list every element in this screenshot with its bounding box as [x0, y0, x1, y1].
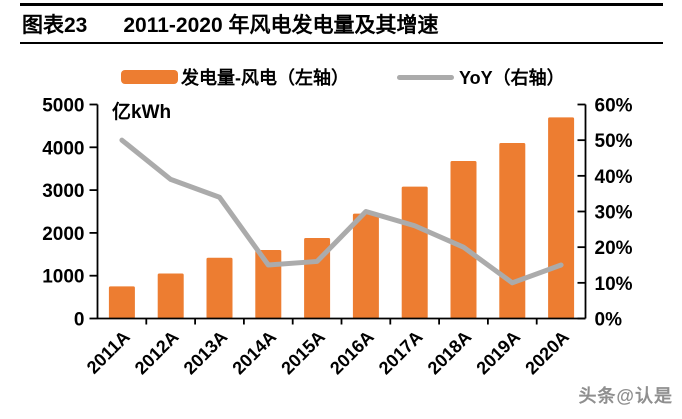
right-axis-tick-label: 20% — [595, 238, 633, 259]
x-axis-category-label: 2020A — [521, 327, 573, 379]
legend-bar-swatch — [121, 70, 178, 84]
title-rule-bottom — [20, 42, 663, 44]
legend-label-generation: 发电量-风电（左轴） — [181, 68, 349, 88]
bar-2013A — [206, 257, 233, 319]
left-axis-tick-label: 3000 — [42, 181, 84, 202]
bar-2016A — [352, 213, 379, 319]
bar-2020A — [548, 117, 575, 319]
x-axis-category-label: 2011A — [83, 327, 134, 378]
yoy-line — [119, 137, 564, 286]
figure-title-text: 2011-2020 年风电发电量及其增速 — [123, 14, 439, 37]
figure-number: 图表23 — [22, 14, 88, 37]
bar-2017A — [401, 186, 428, 319]
x-axis-category-label: 2015A — [277, 327, 329, 379]
bar-2012A — [157, 273, 184, 319]
left-axis-tick-label: 1000 — [42, 267, 84, 288]
figure-title: 图表23 2011-2020 年风电发电量及其增速 — [22, 9, 438, 39]
left-axis-tick-label: 2000 — [42, 224, 84, 245]
legend-item-generation: 发电量-风电（左轴） — [121, 63, 349, 91]
right-axis-tick-label: 30% — [595, 203, 633, 224]
right-axis-tick-label: 40% — [595, 167, 633, 188]
x-axis-category-label: 2017A — [375, 327, 427, 379]
legend-label-yoy: YoY（右轴） — [459, 68, 565, 88]
title-rule-top — [20, 3, 663, 6]
legend-item-yoy: YoY（右轴） — [397, 63, 565, 91]
left-axis-tick-label: 4000 — [42, 138, 84, 159]
watermark: 头条@认是 — [578, 386, 673, 406]
left-axis-tick-label: 5000 — [42, 96, 84, 117]
right-axis-tick-label: 10% — [595, 274, 633, 295]
bar-2014A — [255, 250, 282, 319]
x-axis-category-label: 2012A — [131, 327, 183, 379]
left-axis-unit-label: 亿kWh — [112, 102, 172, 123]
bar-2011A — [108, 286, 135, 319]
x-axis-category-label: 2018A — [424, 327, 476, 379]
left-axis-tick-label: 0 — [74, 310, 85, 331]
bar-2019A — [499, 143, 526, 319]
bar-2018A — [450, 160, 477, 319]
right-axis-tick-label: 60% — [595, 96, 633, 117]
x-axis-category-label: 2014A — [228, 327, 280, 379]
x-axis-category-label: 2016A — [326, 327, 378, 379]
x-axis-category-label: 2013A — [180, 327, 232, 379]
legend-line-swatch — [397, 74, 454, 80]
right-axis-tick-label: 0% — [595, 310, 623, 331]
right-axis-tick-label: 50% — [595, 131, 633, 152]
x-axis-category-label: 2019A — [472, 327, 524, 379]
